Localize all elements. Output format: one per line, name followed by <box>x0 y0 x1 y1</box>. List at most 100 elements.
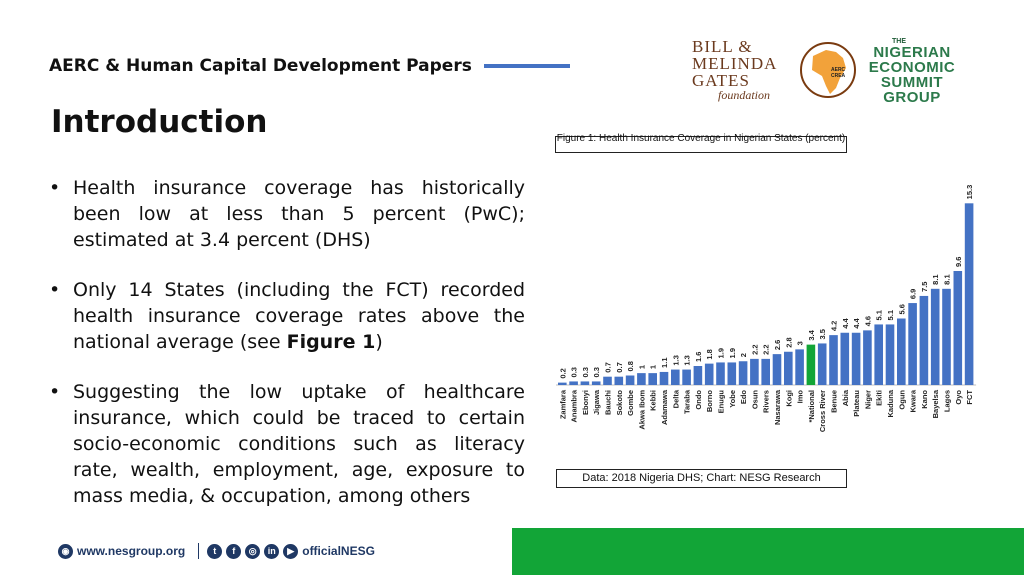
bar <box>716 362 725 385</box>
health-insurance-bar-chart: 0.2 Zamfara 0.3 Anambra 0.3 Ebonyi 0.3 Jigawa 0.… <box>556 185 977 432</box>
globe-icon: ◉ <box>58 543 73 559</box>
category-label: Nasarawa <box>773 389 782 425</box>
category-label: Bayelsa <box>931 389 940 418</box>
bar <box>614 376 624 385</box>
bullet-list: • Health insurance coverage has historic… <box>49 175 525 533</box>
category-label: Oyo <box>954 390 963 405</box>
bar <box>750 358 759 385</box>
bullet-item: • Suggesting the low uptake of healthcar… <box>49 379 525 509</box>
category-label: Kano <box>920 390 929 409</box>
data-source-note: Data: 2018 Nigeria DHS; Chart: NESG Rese… <box>556 469 847 488</box>
bar-value-label: 2.6 <box>773 340 782 350</box>
category-label: Sokoto <box>615 390 624 416</box>
category-label: Osun <box>750 390 759 410</box>
bar <box>738 361 748 385</box>
category-label: Lagos <box>943 390 952 412</box>
bar <box>885 324 895 385</box>
bullet-dot: • <box>49 177 61 199</box>
twitter-icon[interactable]: t <box>207 543 223 559</box>
bar-value-label: 1.3 <box>683 355 692 365</box>
bar-value-label: 8.1 <box>931 274 940 284</box>
bar-value-label: 0.3 <box>570 367 579 377</box>
bar-value-label: 1.6 <box>694 352 703 362</box>
category-label: Rivers <box>762 390 771 413</box>
bar <box>625 375 635 385</box>
footer-divider <box>198 543 200 559</box>
bullet-text: Only 14 States (including the FCT) recor… <box>73 279 525 353</box>
bar <box>806 344 816 385</box>
bar <box>795 349 804 385</box>
bar <box>874 324 883 385</box>
linkedin-icon[interactable]: in <box>264 543 280 559</box>
youtube-icon[interactable]: ▶ <box>283 543 299 559</box>
bar-value-label: 0.3 <box>592 367 601 377</box>
bar <box>569 381 578 385</box>
bar-value-label: 5.1 <box>886 310 895 320</box>
bar <box>942 288 951 385</box>
category-label: Ebonyi <box>581 390 590 415</box>
category-label: Abia <box>841 389 850 406</box>
bar-value-label: 4.2 <box>830 321 839 331</box>
section-title: AERC & Human Capital Development Papers <box>49 56 472 76</box>
figure-caption: Figure 1: Health Insurance Coverage in N… <box>555 133 847 153</box>
bar-value-label: 2 <box>739 353 748 357</box>
bar-value-label: 2.2 <box>750 344 759 354</box>
bar <box>908 303 917 385</box>
bullet-text-end: ) <box>375 331 383 353</box>
svg-text:AERC: AERC <box>831 67 846 73</box>
bar-value-label: 1 <box>637 365 646 369</box>
category-label: Kaduna <box>886 389 895 417</box>
category-label: Taraba <box>683 389 692 414</box>
category-label: Bauchi <box>604 390 613 415</box>
bar <box>671 369 680 385</box>
category-label: Yobe <box>728 390 737 408</box>
svg-text:CREA: CREA <box>831 73 846 79</box>
bar-value-label: 1.9 <box>728 348 737 358</box>
category-label: *National <box>807 390 816 423</box>
category-label: Ekiti <box>875 390 884 406</box>
bar <box>558 382 567 385</box>
bar <box>851 332 861 385</box>
bar <box>727 362 737 385</box>
category-label: Jigawa <box>592 389 601 415</box>
bar <box>829 335 838 385</box>
bar-value-label: 5.6 <box>897 304 906 314</box>
aerc-logo: AERC CREA <box>798 38 858 104</box>
instagram-icon[interactable]: ◎ <box>245 543 261 559</box>
website-link[interactable]: www.nesgroup.org <box>77 544 186 558</box>
bullet-dot: • <box>49 279 61 301</box>
category-label: FCT <box>965 390 974 405</box>
category-label: Edo <box>739 390 748 405</box>
category-label: Borno <box>705 390 714 412</box>
page-title: Introduction <box>51 104 268 140</box>
gates-foundation-logo: BILL & MELINDA GATES foundation <box>692 37 778 102</box>
facebook-icon[interactable]: f <box>226 543 242 559</box>
bar <box>693 366 703 385</box>
category-label: Ogun <box>897 390 906 410</box>
bar <box>817 343 827 385</box>
social-handle[interactable]: officialNESG <box>302 544 375 558</box>
bar <box>953 271 963 385</box>
bar-value-label: 8.1 <box>943 274 952 284</box>
bar <box>659 371 669 385</box>
bar-value-label: 9.6 <box>954 257 963 267</box>
bar-value-label: 4.4 <box>841 317 850 328</box>
bar <box>930 288 940 385</box>
category-label: Niger <box>863 390 872 409</box>
category-label: Ondo <box>694 390 703 410</box>
bar <box>840 332 850 385</box>
bar-value-label: 4.6 <box>863 316 872 326</box>
category-label: Cross River <box>818 390 827 432</box>
category-label: Enugu <box>717 390 726 414</box>
category-label: Kogi <box>784 390 793 407</box>
category-label: Akwa Ibom <box>637 390 646 430</box>
category-label: Delta <box>671 389 680 408</box>
bullet-item: • Health insurance coverage has historic… <box>49 175 525 253</box>
bar-value-label: 2.2 <box>762 344 771 354</box>
bar-value-label: 4.4 <box>852 317 861 328</box>
bar-value-label: 0.8 <box>626 361 635 371</box>
category-label: Kwara <box>909 389 918 412</box>
bar <box>637 373 646 385</box>
bar-value-label: 3.5 <box>818 329 827 339</box>
bullet-text: Health insurance coverage has historical… <box>73 177 525 251</box>
